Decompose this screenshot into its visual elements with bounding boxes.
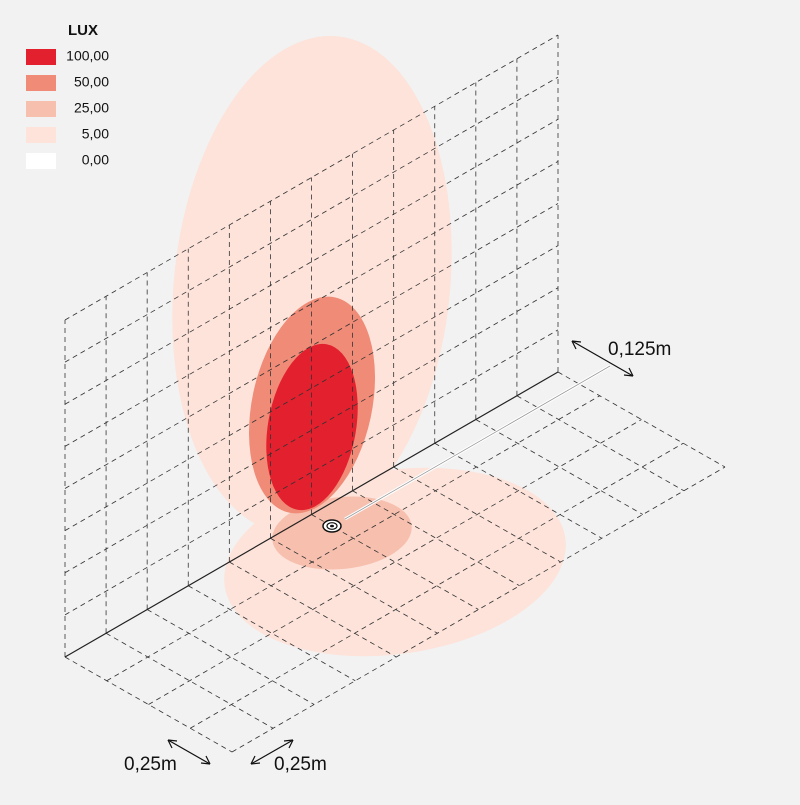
grid	[64, 34, 726, 753]
dimension-label: 0,25m	[124, 754, 177, 775]
dimension-line	[250, 739, 294, 765]
legend-title: LUX	[68, 22, 98, 39]
grid-line	[64, 329, 559, 616]
legend-swatch	[26, 75, 56, 91]
legend-label: 100,00	[66, 48, 109, 64]
grid-line	[231, 466, 726, 753]
legend-swatch	[26, 127, 56, 143]
fixture	[322, 519, 342, 533]
grid-line	[64, 34, 559, 321]
dimension-label: 0,25m	[274, 754, 327, 775]
legend-label: 50,00	[74, 74, 109, 90]
grid-line	[190, 442, 684, 729]
legend: 100,00 50,00 25,00 5,00 0,00	[26, 48, 109, 169]
arrow-heads	[250, 739, 294, 765]
grid-line	[64, 203, 559, 489]
grid-line	[148, 419, 642, 705]
grid-line	[64, 245, 559, 531]
legend-swatch	[26, 153, 56, 169]
dimension-line	[167, 739, 211, 765]
dimension-height	[571, 340, 634, 377]
wall-100-lux	[266, 343, 358, 511]
legend-label: 0,00	[82, 152, 109, 168]
fixture-core	[330, 524, 334, 528]
grid-line	[106, 395, 600, 682]
grid-line	[64, 161, 559, 447]
arrow-heads	[571, 340, 634, 377]
grid-line	[64, 287, 559, 574]
dimension-label: 0,125m	[608, 339, 671, 360]
wall-5-lux	[172, 35, 452, 535]
dimension-depth	[167, 739, 294, 765]
light-distribution	[172, 35, 566, 657]
fixture-ring	[326, 522, 338, 530]
fixture-arm-edge	[344, 365, 611, 520]
legend-label: 25,00	[74, 100, 109, 116]
grid-line	[64, 76, 559, 363]
legend-label: 5,00	[82, 126, 109, 142]
legend-swatch	[26, 101, 56, 117]
grid-line	[64, 118, 559, 405]
wall-floor-edge	[64, 371, 559, 658]
legend-swatch	[26, 49, 56, 65]
arrow-heads	[167, 739, 211, 765]
dimension-line	[571, 340, 634, 377]
